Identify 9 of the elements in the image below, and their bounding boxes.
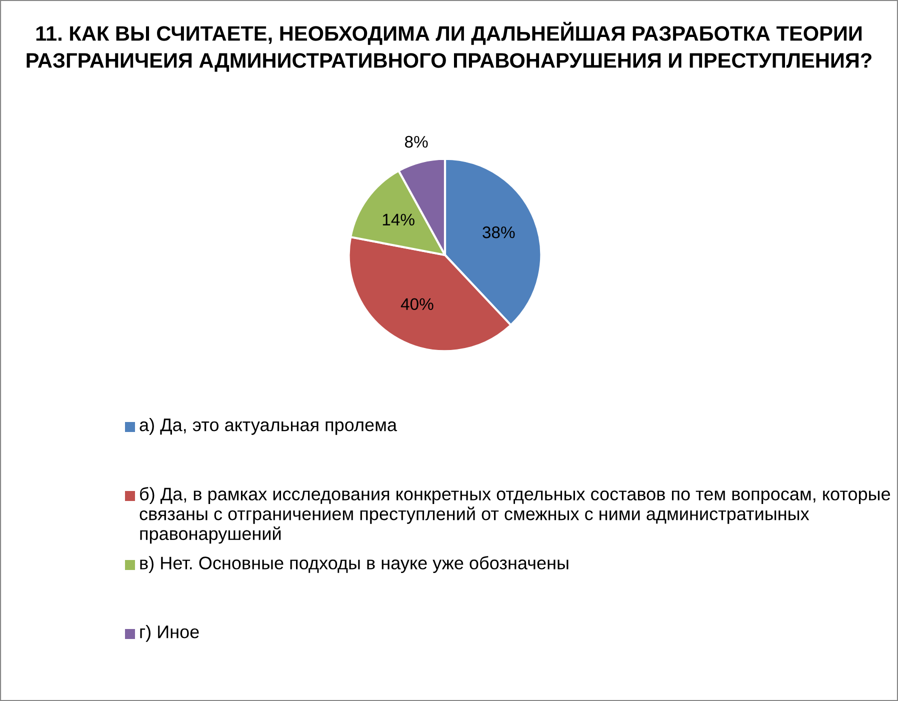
data-label: 40%: [400, 298, 434, 310]
legend-label: б) Да, в рамках исследования конкретных отдельных составов по тем вопросам, которые связаны с отграничением преступлений от смежных с ними администратиыных правонарушений: [140, 487, 890, 544]
legend-label: г) Иное: [140, 625, 199, 642]
data-label: 8%: [404, 136, 428, 148]
legend-label: а) Да, это актуальная пролема: [140, 418, 398, 435]
legend-label: в) Нет. Основные подходы в науке уже обозначены: [140, 556, 568, 573]
data-label: 14%: [382, 214, 414, 226]
data-label: 38%: [482, 226, 515, 238]
chart-title: 11. КАК ВЫ СЧИТАЕТЕ, НЕОБХОДИМА ЛИ ДАЛЬНЕЙШАЯ РАЗРАБОТКА ТЕОРИИ РАЗГРАНИЧЕИЯ АДМИНИСТРАТИВНОГО ПРАВОНАРУШЕНИЯ И ПРЕСТУПЛЕНИЯ?: [26, 22, 872, 72]
